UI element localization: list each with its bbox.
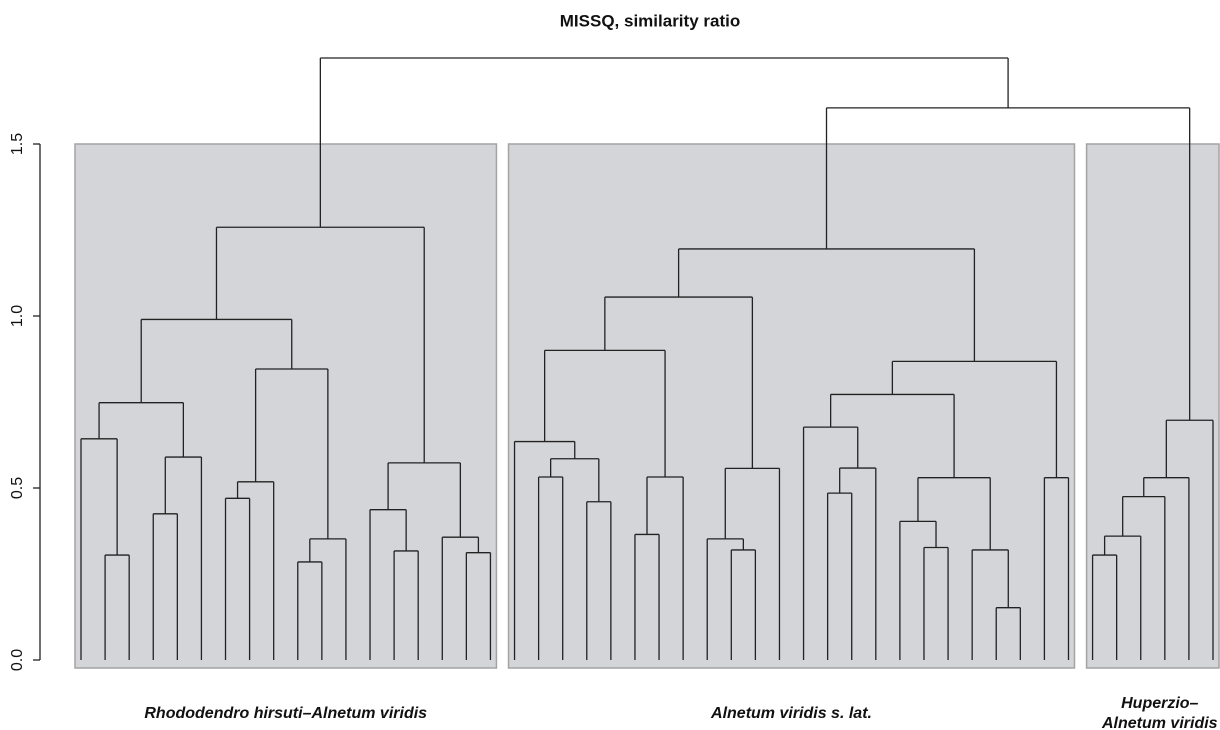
cluster-label: Rhododendro hirsuti–Alnetum viridis [144,705,427,722]
y-tick-label: 1.5 [9,133,26,155]
cluster-label: Huperzio– [1121,695,1198,712]
cluster-box [1085,143,1220,669]
cluster-label: Alnetum viridis s. lat. [710,705,872,722]
cluster-label: Alnetum viridis [1101,715,1218,730]
cluster-box [74,143,498,669]
y-tick-label: 0.5 [9,477,26,499]
y-tick-label: 1.0 [9,305,26,327]
chart-title: MISSQ, similarity ratio [560,11,740,30]
cluster-box [507,143,1076,669]
y-tick-label: 0.0 [9,649,26,671]
